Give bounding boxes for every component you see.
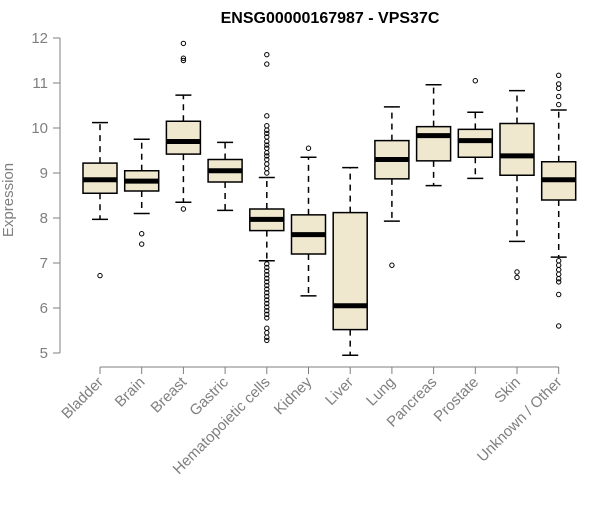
outlier-point — [264, 272, 270, 278]
x-tick-label: Lung — [363, 374, 399, 410]
box-bladder — [82, 121, 118, 279]
outlier-point — [472, 78, 478, 84]
outlier-point — [556, 291, 562, 298]
box-breast — [165, 40, 202, 212]
box-lung — [374, 106, 410, 268]
x-tick-label: Prostate — [431, 374, 483, 426]
x-tick-label: Brain — [112, 374, 149, 411]
iqr-box — [457, 128, 494, 159]
outlier-point — [264, 51, 270, 58]
outlier-point — [264, 142, 270, 148]
box-kidney — [290, 145, 327, 297]
boxes-group — [82, 40, 577, 356]
box-pancreas — [415, 84, 452, 187]
outlier-point — [264, 153, 270, 159]
box-skin — [499, 89, 535, 281]
y-tick-label: 6 — [40, 300, 48, 317]
outlier-point — [556, 276, 562, 282]
iqr-box — [499, 122, 535, 176]
outlier-point — [556, 101, 562, 108]
box-hematopoietic-cells — [249, 51, 285, 344]
outlier-point — [264, 264, 270, 271]
outlier-point — [180, 57, 187, 64]
outlier-point — [264, 334, 270, 340]
outlier-point — [264, 123, 270, 129]
outlier-point — [264, 282, 270, 289]
x-tick-label: Liver — [322, 374, 357, 409]
box-liver — [332, 166, 368, 356]
iqr-box — [415, 125, 452, 162]
outlier-point — [556, 85, 562, 92]
box-unknown-other — [540, 72, 577, 329]
outlier-point — [97, 272, 103, 279]
outlier-point — [264, 293, 270, 299]
outlier-point — [264, 337, 270, 344]
outlier-point — [264, 268, 270, 274]
y-tick-label: 11 — [32, 75, 48, 92]
outlier-point — [264, 130, 270, 137]
outlier-point — [264, 127, 270, 133]
box-brain — [123, 138, 160, 247]
outlier-point — [264, 300, 270, 307]
outlier-point — [305, 145, 312, 151]
chart-title: ENSG00000167987 - VPS37C — [221, 10, 440, 27]
outlier-point — [264, 161, 270, 167]
outlier-point — [389, 262, 395, 268]
outlier-point — [264, 290, 270, 296]
outlier-point — [556, 279, 562, 285]
outlier-point — [264, 325, 270, 331]
outlier-point — [264, 308, 270, 314]
y-tick-label: 10 — [31, 120, 48, 137]
outlier-point — [556, 267, 562, 273]
outlier-point — [264, 286, 270, 292]
outlier-point — [556, 262, 562, 268]
outlier-point — [264, 170, 270, 176]
y-tick-label: 7 — [40, 255, 48, 272]
box-prostate — [457, 78, 494, 180]
outlier-point — [139, 241, 145, 247]
outlier-point — [264, 150, 270, 156]
outlier-point — [264, 304, 270, 310]
y-tick-label: 8 — [40, 210, 48, 227]
y-tick-label: 12 — [31, 30, 48, 47]
outlier-point — [264, 275, 270, 281]
outlier-point — [556, 271, 562, 277]
outlier-point — [180, 40, 187, 47]
iqr-box — [332, 211, 368, 331]
outlier-point — [514, 274, 520, 281]
x-tick-label: Bladder — [58, 374, 107, 423]
outlier-point — [264, 165, 270, 172]
x-tick-label: Kidney — [271, 373, 316, 418]
x-tick-label: Skin — [491, 374, 524, 407]
outlier-point — [264, 61, 270, 67]
outlier-point — [264, 330, 270, 336]
outlier-point — [264, 315, 270, 321]
outlier-point — [556, 323, 562, 329]
outlier-point — [264, 311, 270, 317]
outlier-point — [264, 145, 270, 151]
y-tick-label: 5 — [40, 345, 48, 362]
outlier-point — [556, 258, 562, 264]
outlier-point — [556, 93, 562, 100]
x-tick-label: Breast — [148, 373, 191, 416]
y-axis-title: Expression — [0, 163, 17, 237]
box-gastric — [207, 141, 243, 212]
outlier-point — [264, 261, 270, 267]
outlier-point — [180, 206, 187, 212]
iqr-box — [165, 120, 202, 155]
outlier-point — [514, 269, 520, 275]
outlier-point — [264, 279, 270, 285]
outlier-point — [139, 231, 145, 237]
outlier-point — [264, 138, 270, 145]
outlier-point — [556, 81, 562, 87]
outlier-point — [264, 297, 270, 303]
outlier-point — [556, 72, 562, 79]
outlier-point — [180, 55, 187, 61]
outlier-point — [264, 113, 270, 119]
y-tick-label: 9 — [40, 165, 48, 182]
